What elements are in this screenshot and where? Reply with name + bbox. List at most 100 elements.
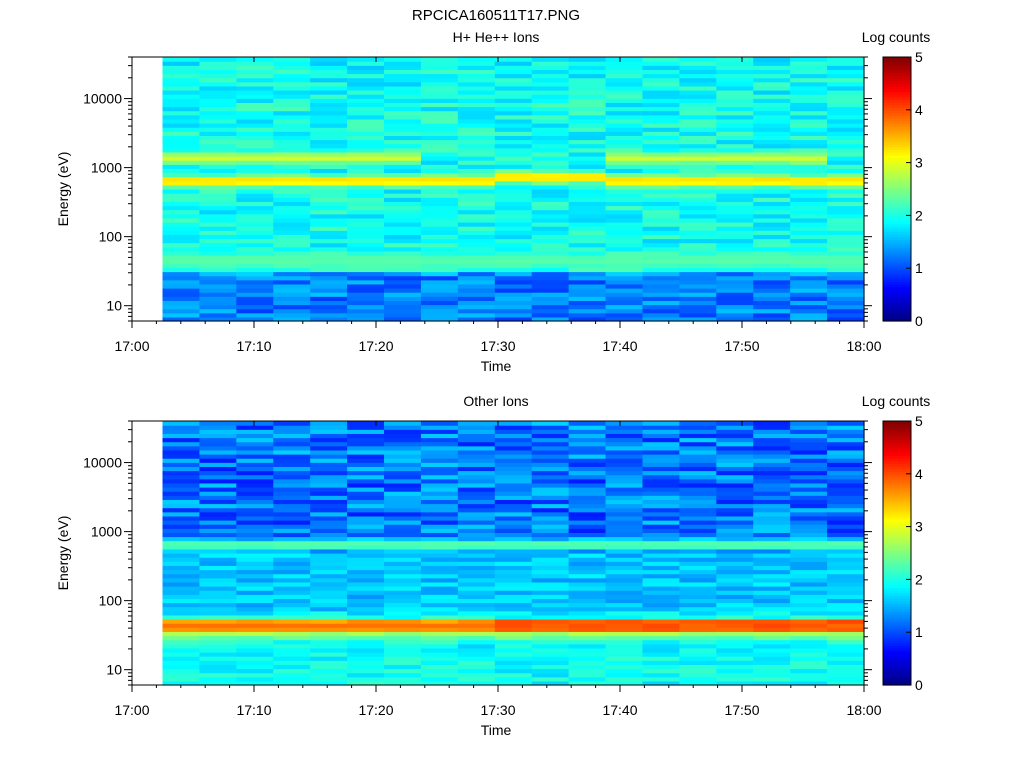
heatmap-cell	[679, 581, 717, 587]
colorbar-swatch	[883, 555, 911, 559]
heatmap-cell	[568, 90, 607, 95]
heatmap-cell	[457, 672, 496, 678]
colorbar-swatch	[883, 83, 911, 87]
colorbar-swatch	[883, 666, 911, 670]
heatmap-cell	[827, 279, 865, 285]
heatmap-cell	[531, 300, 570, 306]
colorbar-swatch	[883, 563, 911, 567]
heatmap-cell	[605, 65, 644, 70]
heatmap-cell	[716, 288, 754, 293]
colorbar-swatch	[883, 215, 911, 219]
heatmap-cell	[753, 672, 791, 678]
heatmap-cell	[310, 445, 348, 451]
colorbar-swatch	[883, 252, 911, 256]
heatmap-cell	[679, 69, 717, 75]
heatmap-cell	[679, 668, 717, 674]
heatmap-cell	[827, 242, 865, 248]
heatmap-cell	[347, 308, 385, 314]
heatmap-cell	[347, 631, 385, 637]
heatmap-cell	[347, 201, 385, 207]
heatmap-cell	[568, 664, 607, 670]
heatmap-cell	[642, 135, 680, 141]
heatmap-cell	[494, 437, 533, 443]
heatmap-cell	[162, 296, 201, 301]
heatmap-cell	[605, 94, 644, 99]
heatmap-cell	[347, 520, 385, 525]
heatmap-cell	[457, 106, 496, 112]
heatmap-cell	[753, 77, 791, 83]
heatmap-cell	[420, 487, 459, 492]
heatmap-cell	[162, 184, 201, 190]
heatmap-cell	[420, 308, 459, 314]
colorbar-swatch	[883, 542, 911, 546]
heatmap-cell	[679, 308, 717, 314]
heatmap-cell	[494, 425, 533, 430]
colorbar-swatch	[883, 80, 911, 84]
y-tick-label: 10000	[83, 455, 122, 471]
heatmap-cell	[236, 102, 274, 108]
heatmap-cell	[384, 139, 422, 145]
colorbar-swatch	[883, 502, 911, 507]
heatmap-cell	[753, 454, 791, 459]
heatmap-cell	[790, 581, 828, 587]
heatmap-cell	[531, 507, 570, 513]
heatmap-cell	[605, 676, 644, 682]
colorbar-swatch	[883, 310, 911, 314]
heatmap-cell	[384, 606, 422, 612]
heatmap-cell	[827, 288, 865, 293]
heatmap-cell	[679, 680, 717, 686]
heatmap-cell	[827, 201, 865, 207]
heatmap-cell	[494, 300, 533, 306]
heatmap-cell	[531, 660, 570, 665]
heatmap-cell	[384, 205, 422, 211]
heatmap-cell	[679, 135, 717, 141]
heatmap-cell	[420, 222, 459, 227]
heatmap-cell	[310, 499, 348, 505]
heatmap-cell	[531, 246, 570, 252]
heatmap-cell	[568, 668, 607, 674]
heatmap-cell	[605, 449, 644, 455]
heatmap-cell	[716, 507, 754, 513]
heatmap-cell	[384, 164, 422, 169]
heatmap-cell	[236, 557, 274, 562]
heatmap-cell	[753, 569, 791, 575]
heatmap-cell	[494, 135, 533, 141]
heatmap-cell	[642, 487, 680, 492]
heatmap-cell	[310, 429, 348, 434]
colorbar-swatch	[883, 194, 911, 198]
heatmap-cell	[716, 536, 754, 542]
heatmap-cell	[347, 156, 385, 161]
colorbar-swatch	[883, 247, 911, 251]
heatmap-cell	[384, 296, 422, 301]
heatmap-cell	[753, 623, 791, 628]
heatmap-cell	[347, 565, 385, 571]
heatmap-cell	[199, 581, 237, 587]
heatmap-cell	[457, 304, 496, 310]
heatmap-cell	[605, 69, 644, 75]
heatmap-cell	[568, 114, 607, 120]
heatmap-cell	[679, 462, 717, 467]
heatmap-cell	[273, 118, 311, 124]
heatmap-cell	[642, 271, 680, 277]
heatmap-cell	[420, 639, 459, 645]
heatmap-cell	[457, 491, 496, 496]
heatmap-cell	[199, 553, 237, 558]
colorbar-swatch	[883, 91, 911, 95]
heatmap-cell	[199, 73, 237, 79]
heatmap-cell	[236, 610, 274, 616]
heatmap-cell	[790, 557, 828, 562]
heatmap-cell	[162, 230, 201, 235]
heatmap-cell	[716, 292, 754, 297]
heatmap-cell	[236, 507, 274, 513]
heatmap-cell	[310, 437, 348, 443]
heatmap-cell	[790, 316, 828, 322]
heatmap-cell	[531, 288, 570, 293]
heatmap-cell	[605, 664, 644, 670]
heatmap-cell	[384, 672, 422, 678]
heatmap-cell	[457, 528, 496, 533]
heatmap-cell	[753, 304, 791, 310]
heatmap-cell	[753, 524, 791, 529]
heatmap-cell	[347, 65, 385, 70]
heatmap-cell	[790, 553, 828, 558]
heatmap-cell	[679, 664, 717, 670]
